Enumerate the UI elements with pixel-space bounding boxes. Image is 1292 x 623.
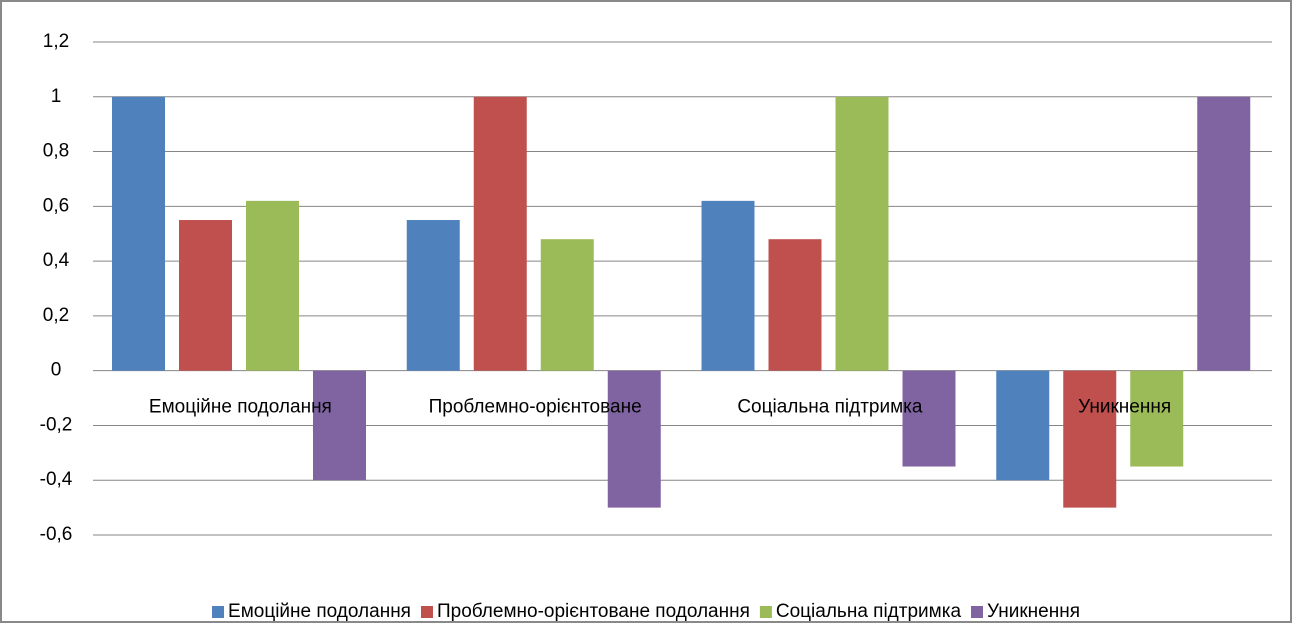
bar bbox=[473, 96, 527, 371]
x-tick-label: Проблемно-орієнтоване bbox=[429, 397, 642, 418]
bar bbox=[1130, 370, 1184, 467]
legend-swatch bbox=[212, 606, 225, 618]
y-tick-label: -0,2 bbox=[40, 414, 73, 435]
y-tick-label: 0,6 bbox=[43, 195, 69, 216]
bar bbox=[1197, 96, 1251, 371]
bar bbox=[768, 239, 822, 371]
bar bbox=[1063, 370, 1117, 508]
x-tick-label: Емоційне подолання bbox=[149, 397, 332, 418]
bar bbox=[996, 370, 1050, 481]
y-tick-label: -0,6 bbox=[40, 524, 73, 545]
bar bbox=[313, 370, 366, 481]
y-tick-label: 0,8 bbox=[43, 141, 69, 162]
x-tick-label: Соціальна підтримка bbox=[737, 397, 923, 418]
y-tick-label: 1,2 bbox=[43, 31, 69, 52]
legend-label: Уникнення bbox=[987, 601, 1080, 622]
x-tick-label: Уникнення bbox=[1078, 397, 1171, 418]
legend-swatch bbox=[759, 606, 772, 618]
bar bbox=[406, 220, 460, 371]
legend-label: Проблемно-орієнтоване подолання bbox=[437, 601, 750, 622]
bar bbox=[835, 96, 889, 371]
bar bbox=[540, 239, 594, 371]
bar bbox=[112, 96, 165, 371]
legend-swatch bbox=[420, 606, 433, 618]
y-tick-label: 0,2 bbox=[43, 305, 69, 326]
y-tick-label: 0 bbox=[51, 360, 62, 381]
bar bbox=[607, 370, 661, 508]
legend-label: Емоційне подолання bbox=[228, 601, 411, 622]
bar bbox=[902, 370, 956, 467]
bar bbox=[179, 220, 232, 371]
legend-label: Соціальна підтримка bbox=[776, 601, 962, 622]
legend-swatch bbox=[971, 606, 984, 618]
bar bbox=[246, 200, 299, 371]
y-tick-label: -0,4 bbox=[40, 469, 73, 490]
bar bbox=[701, 200, 755, 371]
y-tick-label: 1 bbox=[51, 86, 62, 107]
y-tick-label: 0,4 bbox=[43, 250, 70, 271]
